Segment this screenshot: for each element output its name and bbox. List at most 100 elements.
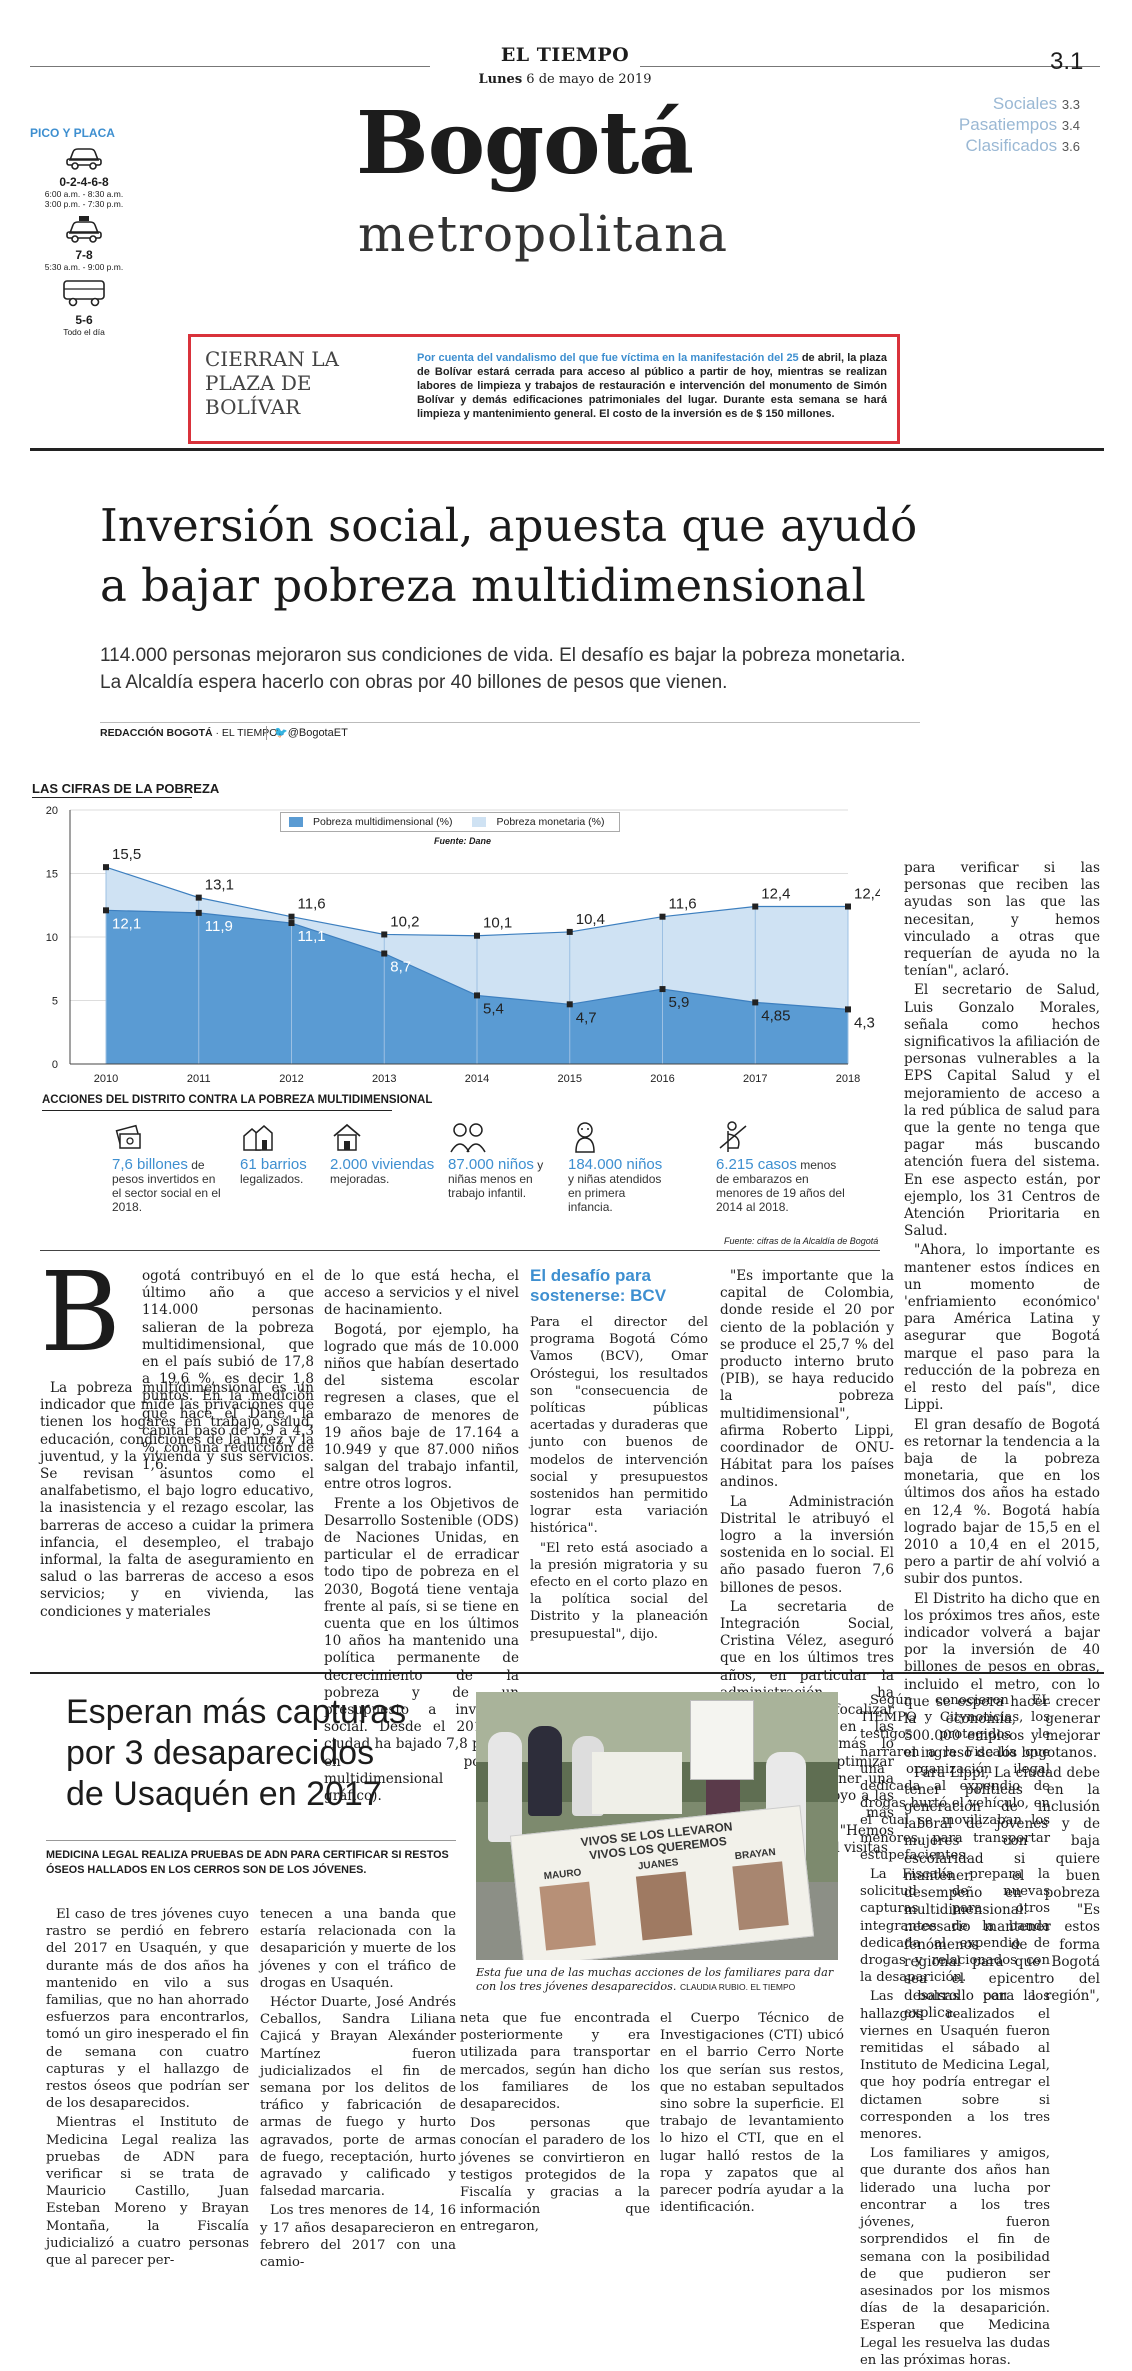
action-item: 6.215 casos menos de embarazos en menore… xyxy=(716,1120,846,1214)
monetary-point xyxy=(566,928,573,935)
section-divider xyxy=(30,1672,1104,1674)
multidimensional-point xyxy=(566,1001,573,1008)
monetary-value-label: 10,2 xyxy=(390,913,419,930)
plates: 0-2-4-6-8 xyxy=(59,175,109,189)
x-tick-label: 2012 xyxy=(279,1073,303,1085)
money-icon xyxy=(115,1124,141,1149)
hours: Todo el día xyxy=(63,327,105,337)
x-tick-label: 2017 xyxy=(743,1073,767,1085)
multidimensional-value-label: 11,9 xyxy=(205,918,233,935)
actions-title: ACCIONES DEL DISTRITO CONTRA LA POBREZA … xyxy=(42,1094,433,1106)
section-index: Sociales 3.3 Pasatiempos 3.4 Clasificado… xyxy=(880,94,1080,157)
multidimensional-point xyxy=(845,1006,851,1013)
multidimensional-point xyxy=(288,920,295,927)
index-item[interactable]: Clasificados 3.6 xyxy=(965,136,1080,155)
section-subtitle: metropolitana xyxy=(358,205,729,263)
bcv-box: El desafío para sostenerse: BCV Para el … xyxy=(530,1266,708,1642)
protest-banner: VIVOS SE LOS LLEVARON VIVOS LOS QUEREMOS… xyxy=(509,1805,815,1960)
chart-title: LAS CIFRAS DE LA POBREZA xyxy=(32,781,220,796)
page-number: 3.1 xyxy=(1050,48,1084,75)
index-item[interactable]: Pasatiempos 3.4 xyxy=(958,115,1080,134)
multidimensional-value-label: 5,9 xyxy=(669,994,690,1011)
chart-source: Fuente: Dane xyxy=(434,836,492,846)
x-tick-label: 2013 xyxy=(372,1073,396,1085)
plates: 7-8 xyxy=(75,248,93,262)
multidimensional-point xyxy=(381,950,388,957)
monetary-point xyxy=(103,864,109,871)
monetary-point xyxy=(288,913,295,920)
second-kicker: MEDICINA LEGAL REALIZA PRUEBAS DE ADN PA… xyxy=(46,1849,449,1876)
y-tick-label: 15 xyxy=(46,869,58,881)
poverty-chart: 15,5 12,1 13,1 11,9 11,6 11,1 10,2 8,7 10,1 5,4 10… xyxy=(46,805,880,1085)
twitter-icon: 🐦 xyxy=(274,727,288,739)
multidimensional-value-label: 5,4 xyxy=(483,1000,504,1017)
multidimensional-value-label: 4,3 xyxy=(854,1014,875,1031)
action-item: 61 barrios legalizados. xyxy=(240,1120,330,1186)
action-item: 2.000 viviendas mejoradas. xyxy=(330,1120,440,1186)
houses-icon xyxy=(243,1125,273,1151)
y-tick-label: 20 xyxy=(46,805,58,817)
home-icon xyxy=(333,1123,361,1151)
monetary-value-label: 11,6 xyxy=(298,896,326,913)
article-col-1b: La pobreza multidimensional es un indica… xyxy=(40,1380,314,1620)
multidimensional-value-label: 4,7 xyxy=(576,1009,597,1026)
action-item: 184.000 niños y niñas atendidos en prime… xyxy=(568,1120,668,1214)
main-subhead: 114.000 personas mejoraron sus condicion… xyxy=(100,645,906,693)
x-tick-label: 2010 xyxy=(94,1073,118,1085)
legend-label-multidimensional: Pobreza multidimensional (%) xyxy=(313,816,453,828)
car-icon xyxy=(66,148,102,170)
multidimensional-point xyxy=(195,909,202,916)
monetary-value-label: 15,5 xyxy=(112,846,141,863)
x-tick-label: 2018 xyxy=(836,1073,860,1085)
monetary-value-label: 13,1 xyxy=(205,877,234,894)
chart-legend: Pobreza multidimensional (%) Pobreza mon… xyxy=(280,812,620,832)
second-col-4: el Cuerpo Técnico de Investigaciones (CT… xyxy=(660,2011,844,2216)
second-col-1: El caso de tres jóvenes cuyo rastro se p… xyxy=(46,1907,249,2269)
monetary-point xyxy=(195,894,202,901)
pregnancy-icon xyxy=(719,1121,747,1152)
taxi-icon xyxy=(66,216,102,243)
notice-title: CIERRAN LA PLAZA DE BOLÍVAR xyxy=(205,347,339,419)
x-tick-label: 2015 xyxy=(558,1073,582,1085)
article-col-1: ogotá contribuyó en el último año a que … xyxy=(142,1268,314,1474)
x-tick-label: 2016 xyxy=(650,1073,674,1085)
multidimensional-point xyxy=(752,999,759,1006)
monetary-point xyxy=(659,913,666,920)
twitter-handle[interactable]: 🐦@BogotaET xyxy=(274,727,348,739)
index-item[interactable]: Sociales 3.3 xyxy=(992,94,1080,113)
multidimensional-value-label: 8,7 xyxy=(390,959,411,976)
monetary-point xyxy=(474,932,480,939)
publication-date: Lunes 6 de mayo de 2019 xyxy=(478,72,652,87)
photo-caption: Esta fue una de las muchas acciones de l… xyxy=(476,1966,834,1993)
x-tick-label: 2014 xyxy=(465,1073,489,1085)
multidimensional-value-label: 11,1 xyxy=(298,928,326,945)
monetary-value-label: 10,1 xyxy=(483,915,512,932)
byline: REDACCIÓN BOGOTÁ · EL TIEMPO xyxy=(100,727,278,739)
pico-placa-box: PICO Y PLACA 0-2-4-6-8 6:00 a.m. - 8:30 … xyxy=(24,126,144,337)
monetary-value-label: 12,4 xyxy=(761,886,790,903)
monetary-value-label: 11,6 xyxy=(669,896,697,913)
main-headline: Inversión social, apuesta que ayudó a ba… xyxy=(100,499,918,612)
y-tick-label: 0 xyxy=(52,1059,58,1071)
second-headline: Esperan más capturas por 3 desaparecidos… xyxy=(66,1693,407,1813)
actions-source: Fuente: cifras de la Alcaldía de Bogotá xyxy=(724,1236,879,1246)
baby-icon xyxy=(575,1122,595,1153)
masthead-rule xyxy=(30,448,1104,451)
multidimensional-point xyxy=(659,986,666,993)
monetary-point xyxy=(845,903,851,910)
actions-row: 7,6 billones de pesos invertidos en el s… xyxy=(40,1116,890,1236)
monetary-point xyxy=(752,903,759,910)
monetary-value-label: 10,4 xyxy=(576,911,605,928)
monetary-value-label: 12,4 xyxy=(854,886,880,903)
y-tick-label: 10 xyxy=(46,932,58,944)
paper-name: EL TIEMPO xyxy=(500,44,630,66)
plates: 5-6 xyxy=(75,313,93,327)
legend-label-monetary: Pobreza monetaria (%) xyxy=(496,816,605,828)
section-title: Bogotá xyxy=(356,93,694,194)
hours: 5:30 a.m. - 9:00 p.m. xyxy=(44,262,124,272)
second-col-2: tenecen a una banda que estaría relacion… xyxy=(260,1907,456,2271)
multidimensional-point xyxy=(103,907,109,914)
hours: 6:00 a.m. - 8:30 a.m. xyxy=(44,189,124,199)
notice-box: CIERRAN LA PLAZA DE BOLÍVAR Por cuenta d… xyxy=(188,334,900,444)
multidimensional-value-label: 4,85 xyxy=(761,1007,790,1024)
